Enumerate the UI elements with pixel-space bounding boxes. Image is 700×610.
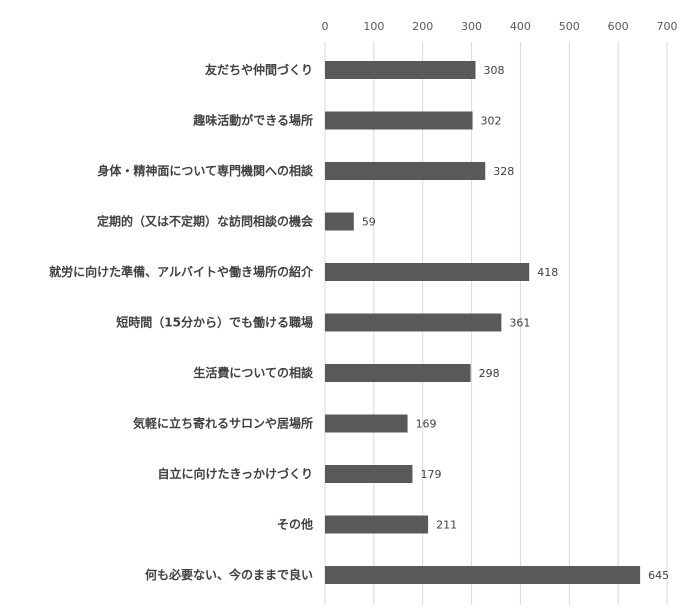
data-label: 302 [481,115,502,128]
category-label: その他 [277,517,313,532]
category-label: 自立に向けたきっかけづくり [157,466,313,481]
x-tick-label: 200 [412,20,433,33]
category-label: 趣味活動ができる場所 [192,113,313,128]
category-label: 生活費についての相談 [193,365,314,380]
x-tick-label: 500 [559,20,580,33]
data-label: 645 [648,569,669,582]
x-tick-label: 700 [657,20,678,33]
bar [325,465,413,483]
category-label: 気軽に立ち寄れるサロンや居場所 [133,416,313,431]
bar [325,515,429,534]
bar [325,263,530,281]
data-label: 418 [537,266,558,279]
data-label: 361 [509,317,530,330]
x-tick-label: 300 [461,20,482,33]
category-labels: 友だちや仲間づくり趣味活動ができる場所身体・精神面について専門機関への相談定期的… [49,62,314,582]
data-label: 308 [483,64,504,77]
x-axis-ticks: 0 100 200 300 400 500 600 700 [322,20,678,33]
data-label: 169 [416,418,437,431]
data-labels: 308 302 328 59 418 361 298 169 179 211 645 [362,64,669,582]
category-label: 何も必要ない、今のままで良い [145,567,313,582]
bar [325,566,641,584]
bar [325,313,502,332]
data-label: 179 [420,468,441,481]
data-label: 328 [493,165,514,178]
x-tick-label: 0 [322,20,329,33]
category-label: 友だちや仲間づくり [204,62,313,77]
bar [325,111,473,130]
data-label: 59 [362,216,376,229]
bar [325,364,471,382]
category-label: 定期的（又は不定期）な訪問相談の機会 [97,214,314,229]
x-tick-label: 100 [363,20,384,33]
bar [325,212,354,231]
category-label: 身体・精神面について専門機関への相談 [97,163,314,178]
x-tick-label: 600 [608,20,629,33]
bar [325,414,408,433]
bar [325,162,486,180]
data-label: 211 [436,519,457,532]
x-tick-label: 400 [510,20,531,33]
category-label: 短時間（15分から）でも働ける職場 [116,315,313,330]
bars [325,61,641,584]
category-label: 就労に向けた準備、アルバイトや働き場所の紹介 [49,264,314,279]
bar [325,61,476,79]
data-label: 298 [479,367,500,380]
